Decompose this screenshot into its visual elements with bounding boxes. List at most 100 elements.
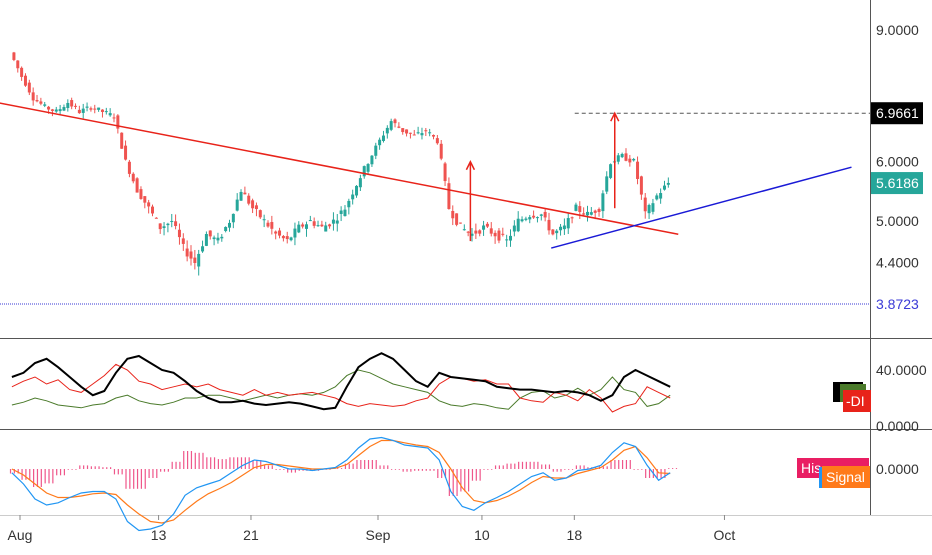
- macd-histogram-bar: [36, 469, 39, 487]
- macd-histogram-bar: [102, 467, 104, 469]
- macd-histogram-bar: [483, 469, 485, 470]
- candle-down: [258, 210, 262, 218]
- macd-histogram-bar: [113, 469, 116, 475]
- candle-up: [224, 226, 228, 232]
- time-tick-label: 21: [243, 527, 259, 543]
- candle-down: [301, 224, 305, 227]
- candle-down: [497, 230, 501, 241]
- macd-histogram-bar: [525, 461, 527, 469]
- macd-histogram-bar: [75, 469, 77, 470]
- candle-down: [624, 153, 628, 161]
- candle-down: [254, 205, 258, 210]
- macd-histogram-bar: [287, 469, 289, 473]
- candle-down: [143, 196, 147, 203]
- candle-up: [162, 226, 166, 229]
- candle-up: [216, 237, 220, 241]
- candle-up: [616, 155, 620, 162]
- candle-up: [355, 185, 359, 196]
- candle-down: [578, 206, 582, 212]
- candle-up: [339, 210, 343, 214]
- macd-histogram-bar: [656, 469, 658, 478]
- candle-down: [570, 217, 574, 219]
- candle-down: [312, 221, 316, 226]
- macd-histogram-bar: [263, 465, 266, 469]
- macd-histogram-bar: [344, 463, 347, 469]
- candle-down: [124, 145, 128, 160]
- candle-down: [27, 82, 31, 93]
- macd-histogram-bar: [140, 469, 142, 489]
- macd-histogram-bar: [106, 467, 108, 469]
- macd-histogram-bar: [237, 457, 239, 469]
- candle-down: [547, 219, 551, 231]
- candle-up: [304, 224, 308, 229]
- candle-up: [620, 153, 624, 158]
- candle-up: [104, 111, 108, 113]
- macd-histogram-bar: [491, 469, 493, 470]
- candle-down: [174, 221, 178, 227]
- macd-histogram-bar: [340, 468, 343, 469]
- macd-histogram-bar: [267, 465, 270, 469]
- macd-histogram-bar: [156, 469, 158, 478]
- time-tick-label: 13: [151, 527, 167, 543]
- candle-up: [609, 164, 613, 178]
- macd-histogram-bar: [217, 459, 219, 469]
- candle-down: [408, 132, 412, 134]
- adx-panel: [11, 352, 671, 413]
- candle-up: [358, 178, 362, 188]
- candle-up: [108, 113, 112, 116]
- macd-histogram-bar: [279, 469, 281, 470]
- macd-histogram-bar: [537, 461, 539, 469]
- candle-down: [405, 129, 409, 134]
- macd-histogram-bar: [59, 469, 62, 476]
- macd-histogram-bar: [229, 457, 231, 469]
- signal-line: [11, 439, 671, 524]
- candle-down: [501, 233, 505, 235]
- candle-down: [135, 178, 139, 193]
- macd-histogram-bar: [437, 469, 439, 478]
- candle-up: [343, 209, 347, 217]
- candle-up: [370, 155, 374, 165]
- current-price-tag-bg: [871, 172, 923, 195]
- macd-histogram-bar: [429, 469, 431, 471]
- candle-up: [374, 145, 378, 156]
- macd-histogram-bar: [672, 468, 674, 469]
- macd-histogram-bar: [152, 469, 154, 478]
- macd-histogram-bar: [67, 469, 69, 470]
- candle-up: [512, 225, 516, 232]
- candle-down: [189, 251, 193, 259]
- macd-histogram-bar: [433, 469, 435, 471]
- candle-up: [335, 220, 339, 224]
- candle-down: [247, 195, 251, 204]
- candle-down: [243, 192, 247, 195]
- candle-down: [439, 143, 443, 159]
- macd-histogram-bar: [110, 467, 112, 469]
- macd-histogram-bar: [410, 469, 412, 472]
- candle-up: [605, 176, 609, 192]
- macd-histogram-bar: [17, 469, 19, 474]
- candle-down: [401, 128, 405, 133]
- macd-histogram-bar: [206, 457, 208, 469]
- macd-histogram-bar: [94, 466, 96, 469]
- candle-up: [54, 109, 58, 112]
- candle-down: [435, 138, 439, 144]
- candle-down: [120, 132, 124, 149]
- macd-histogram-bar: [256, 460, 258, 469]
- macd-histogram-bar: [460, 469, 462, 492]
- candle-up: [601, 193, 605, 212]
- macd-histogram-bar: [533, 461, 535, 469]
- candle-down: [77, 109, 81, 114]
- candle-down: [274, 231, 278, 234]
- macd-histogram-bar: [379, 465, 381, 469]
- macd-histogram-bar: [668, 468, 670, 469]
- plus-di-line: [11, 369, 671, 410]
- candle-down: [35, 100, 39, 102]
- macd-histogram-bar: [675, 468, 678, 469]
- candle-down: [443, 163, 447, 182]
- candle-up: [43, 104, 47, 106]
- macd-histogram-bar: [398, 469, 400, 470]
- candle-up: [170, 220, 174, 222]
- macd-histogram-bar: [579, 465, 581, 469]
- macd-histogram-bar: [498, 465, 500, 469]
- candle-down: [127, 161, 131, 174]
